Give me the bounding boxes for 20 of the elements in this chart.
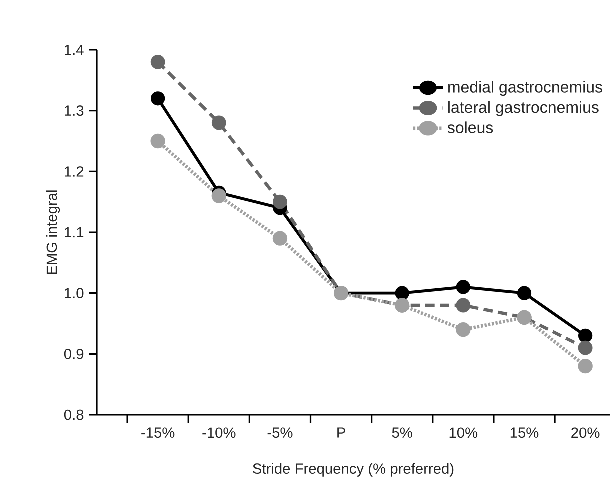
y-tick-label: 1.4	[65, 44, 84, 56]
x-axis-title: Stride Frequency (% preferred)	[253, 463, 454, 477]
y-tick-label: 1.2	[65, 166, 84, 177]
x-tick-label: 15%	[510, 428, 539, 438]
x-tick-label: P	[338, 428, 346, 438]
x-tick-label: -5%	[268, 428, 293, 438]
x-tick-label: 5%	[392, 428, 412, 438]
y-axis-title: EMG integral	[46, 190, 60, 274]
legend-label: lateral gastrocnemius	[448, 101, 599, 116]
legend-label: medial gastrocnemius	[448, 81, 602, 96]
y-tick-label: 1.0	[65, 288, 84, 299]
x-tick-label: -15%	[142, 428, 175, 438]
y-tick-label: 1.1	[65, 227, 84, 238]
x-tick-label: -10%	[202, 428, 236, 438]
y-tick-label: 1.3	[65, 106, 84, 116]
x-tick-label: 20%	[572, 428, 600, 438]
x-tick-label: 10%	[450, 428, 478, 438]
legend-label: soleus	[448, 122, 494, 134]
y-tick-label: 0.9	[64, 348, 84, 360]
y-tick-label: 0.8	[64, 410, 84, 420]
